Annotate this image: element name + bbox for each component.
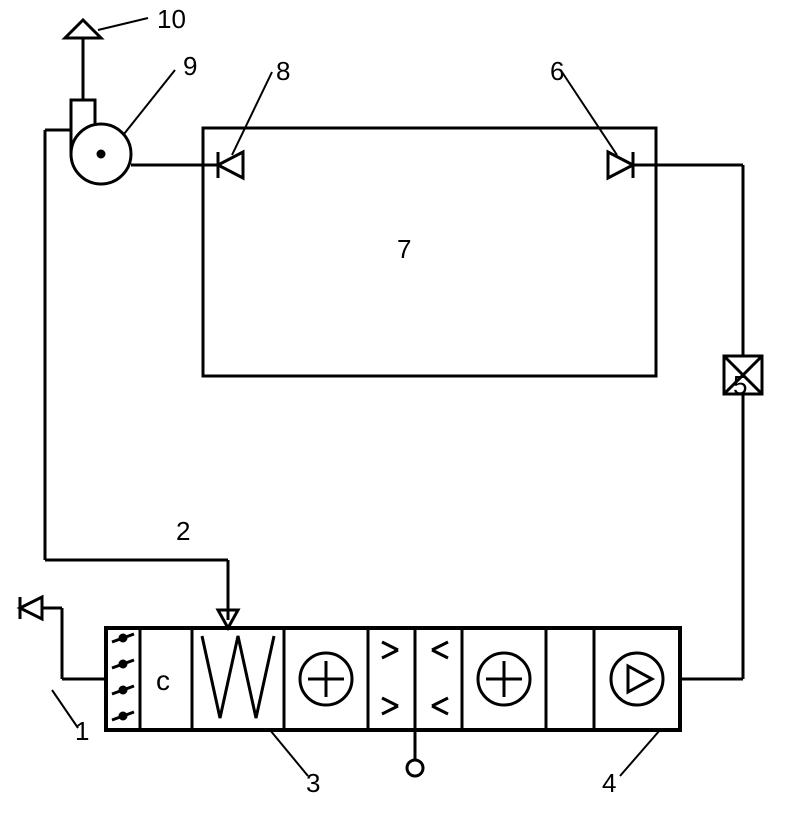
ahu-mixing-label: c: [156, 665, 170, 696]
room-box: [203, 128, 656, 376]
label-1: 1: [75, 716, 89, 746]
supply-nozzle: [608, 152, 656, 178]
ahu-damper: [112, 634, 134, 720]
ahu: [106, 628, 680, 730]
line-recirculation: [45, 130, 228, 620]
label-2: 2: [176, 516, 190, 546]
ahu-heater2-icon: [478, 653, 530, 705]
fresh-air-intake: [20, 597, 106, 679]
label-8: 8: [276, 56, 290, 86]
ahu-humidifier-icon: [382, 628, 448, 776]
exhaust-stack: [65, 20, 101, 100]
ahu-supply-fan-icon: [611, 653, 663, 705]
exhaust-nozzle: [218, 152, 243, 178]
leaders: [52, 18, 748, 776]
schematic-diagram: c: [0, 0, 811, 835]
label-4: 4: [602, 768, 616, 798]
label-3: 3: [306, 768, 320, 798]
label-5: 5: [733, 370, 747, 400]
label-6: 6: [550, 56, 564, 86]
exhaust-fan: [71, 100, 131, 184]
ahu-heater1-icon: [300, 653, 352, 705]
line-supply: [656, 165, 743, 679]
label-7: 7: [397, 234, 411, 264]
label-10: 10: [157, 4, 186, 34]
ahu-filter-icon: [202, 636, 274, 718]
label-9: 9: [183, 51, 197, 81]
